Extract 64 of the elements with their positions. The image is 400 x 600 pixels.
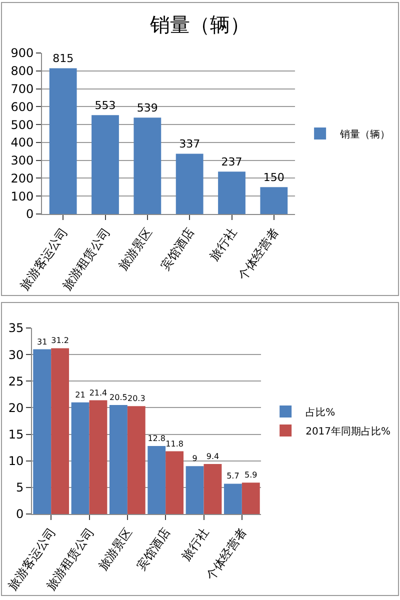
- bar: [49, 68, 77, 214]
- data-label: 21: [75, 390, 86, 400]
- data-label: 9.4: [206, 452, 220, 462]
- y-tick-label: 700: [10, 82, 34, 96]
- data-label: 553: [94, 99, 116, 112]
- x-tick-label: 旅行社: [207, 226, 240, 264]
- legend-label: 销量（辆）: [339, 128, 390, 140]
- bar: [224, 484, 242, 514]
- y-tick-label: 900: [10, 46, 34, 60]
- y-tick-label: 300: [10, 154, 34, 168]
- bar: [176, 154, 204, 214]
- y-tick-label: 35: [8, 321, 24, 336]
- y-tick-label: 0: [16, 507, 24, 522]
- bar: [109, 405, 128, 514]
- y-tick-label: 600: [10, 100, 34, 114]
- bar: [148, 446, 166, 514]
- y-tick-label: 200: [10, 171, 34, 186]
- y-tick-label: 5: [16, 480, 24, 495]
- y-tick-label: 800: [10, 64, 34, 78]
- bar: [260, 187, 288, 214]
- data-label: 12.8: [148, 434, 166, 443]
- data-label: 9: [192, 454, 198, 464]
- bar: [127, 406, 146, 514]
- y-tick-label: 500: [10, 118, 34, 132]
- bar: [218, 172, 246, 214]
- bar: [89, 400, 108, 514]
- data-label: 31: [37, 337, 48, 346]
- bar: [242, 482, 260, 514]
- x-tick-label: 宾馆酒店: [134, 526, 173, 573]
- data-label: 20.3: [127, 394, 146, 404]
- y-tick-label: 15: [8, 427, 24, 442]
- x-tick-label: 旅游景区: [96, 526, 135, 573]
- y-tick-label: 20: [8, 400, 24, 415]
- x-tick-label: 宾馆酒店: [158, 226, 197, 273]
- data-label: 539: [136, 102, 158, 115]
- bar: [134, 118, 162, 214]
- x-tick-label: 旅行社: [179, 526, 212, 564]
- y-tick-label: 30: [8, 348, 24, 362]
- legend-label: 2017年同期占比%: [306, 425, 391, 438]
- data-label: 150: [263, 171, 284, 184]
- y-tick-label: 100: [10, 189, 34, 204]
- bar: [71, 402, 90, 514]
- bar: [186, 466, 204, 514]
- y-tick-label: 0: [26, 207, 34, 222]
- data-label: 5.7: [226, 472, 240, 481]
- data-label: 5.9: [244, 470, 258, 480]
- data-label: 815: [52, 52, 74, 66]
- y-tick-label: 25: [8, 374, 24, 388]
- data-label: 31.2: [51, 336, 69, 346]
- data-label: 20.5: [110, 393, 128, 402]
- data-label: 11.8: [166, 439, 184, 448]
- bar: [33, 349, 52, 514]
- chart-title: 销量（辆）: [149, 12, 250, 37]
- bar: [92, 115, 119, 214]
- data-label: 237: [221, 156, 242, 169]
- bar: [51, 348, 70, 514]
- data-label: 337: [179, 138, 200, 151]
- legend-label: 占比%: [306, 406, 336, 418]
- bar: [204, 464, 222, 514]
- x-tick-label: 旅游景区: [116, 226, 155, 273]
- bar: [166, 451, 184, 514]
- y-tick-label: 400: [10, 136, 34, 150]
- data-label: 21.4: [89, 388, 108, 398]
- y-tick-label: 10: [8, 454, 24, 468]
